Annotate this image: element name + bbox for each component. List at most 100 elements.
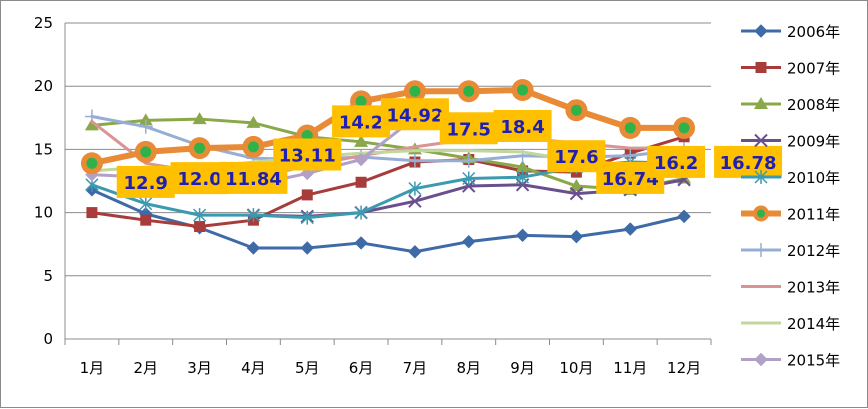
- data-point-star: [408, 181, 422, 196]
- data-label-text: 16.74: [602, 169, 659, 190]
- data-point-circle: [753, 205, 769, 222]
- data-label-text: 16.78: [720, 153, 777, 174]
- data-point-circle: [188, 137, 211, 160]
- y-tick-label: 0: [43, 330, 53, 348]
- legend-entry: 2007年: [741, 60, 840, 78]
- y-tick-label: 5: [43, 267, 53, 285]
- legend-label: 2014年: [787, 315, 840, 333]
- data-point-triangle: [754, 97, 768, 109]
- data-label-box: [170, 162, 229, 195]
- data-point-x-stroke: [569, 186, 584, 201]
- legend-entry: 2011年: [741, 205, 840, 224]
- data-label-box: [332, 105, 391, 138]
- data-point-circle-inner: [194, 142, 206, 154]
- data-point-square: [194, 221, 206, 233]
- data-point-circle-inner: [301, 129, 313, 141]
- data-point-circle-inner: [624, 122, 636, 134]
- y-tick-label: 15: [34, 140, 53, 158]
- data-point-x: [754, 133, 768, 148]
- x-tick-label: 1月: [80, 359, 105, 377]
- legend-label: 2011年: [787, 206, 840, 224]
- data-label-box: [547, 140, 606, 173]
- data-point-square: [86, 207, 98, 219]
- legend-label: 2007年: [787, 60, 840, 78]
- data-point-circle: [134, 140, 157, 163]
- data-point-star: [246, 208, 260, 223]
- data-point-circle: [619, 116, 642, 139]
- legend-entry: 2015年: [741, 352, 840, 370]
- legend-label: 2013年: [787, 279, 840, 297]
- x-tick-label: 2月: [133, 359, 158, 377]
- data-label: 18.4: [493, 109, 552, 142]
- data-point-circle: [565, 99, 588, 122]
- y-tick-label: 10: [34, 204, 53, 222]
- data-point-plus: [461, 153, 476, 168]
- data-label: 12.0: [170, 162, 229, 195]
- data-point-x: [408, 194, 422, 208]
- data-label-text: 18.4: [500, 117, 544, 138]
- data-label-box: [714, 145, 783, 178]
- x-tick-label: 7月: [403, 359, 428, 377]
- legend-entry: 2014年: [741, 315, 840, 333]
- data-label-text: 17.6: [554, 147, 598, 168]
- x-tick-label: 6月: [349, 359, 374, 377]
- x-tick-label: 4月: [241, 359, 266, 377]
- data-point-circle-inner: [86, 157, 98, 169]
- data-point-circle-inner: [678, 122, 690, 134]
- data-point-triangle: [138, 113, 153, 126]
- data-point-square: [755, 62, 767, 73]
- data-point-x-stroke: [754, 133, 768, 148]
- data-point-x-stroke: [408, 194, 422, 208]
- data-point-square: [140, 214, 152, 226]
- data-point-circle: [457, 80, 480, 103]
- data-label-text: 12.9: [124, 173, 168, 194]
- data-point-star: [193, 208, 207, 223]
- axes: 0 5 10 15 20 25 1月 2月 3月 4月 5月 6月 7月 8月 9月 10月 11月 12月: [34, 14, 712, 377]
- data-label-text: 11.84: [225, 169, 282, 190]
- data-point-circle-inner: [409, 85, 421, 97]
- data-point-star: [354, 205, 368, 220]
- data-point-diamond: [462, 234, 476, 249]
- legend-entry: 2012年: [741, 242, 840, 260]
- data-label: 17.6: [547, 140, 606, 173]
- x-tick-label: 5月: [295, 359, 320, 377]
- data-label-text: 14.92: [386, 105, 443, 126]
- data-point-diamond: [300, 241, 314, 255]
- data-label: 14.2: [332, 105, 391, 138]
- data-point-circle-inner: [757, 209, 765, 218]
- data-point-triangle: [354, 134, 369, 147]
- data-label-text: 13.11: [279, 145, 336, 166]
- data-point-diamond: [754, 352, 768, 367]
- x-tick-label: 8月: [456, 359, 481, 377]
- series-line: [90, 117, 686, 192]
- data-point-x: [569, 186, 584, 201]
- y-tick-label: 25: [34, 14, 53, 32]
- y-tick-label: 20: [34, 77, 53, 95]
- data-point-circle-inner: [570, 104, 582, 116]
- data-point-diamond: [569, 229, 584, 244]
- data-point-diamond: [408, 245, 422, 259]
- data-point-square: [355, 176, 367, 188]
- data-point-circle: [242, 135, 265, 158]
- data-point-circle: [403, 80, 426, 103]
- data-label: 13.11: [273, 138, 342, 171]
- series-2006年: [85, 183, 691, 259]
- legend-entry: 2006年: [741, 23, 840, 41]
- data-point-star: [516, 170, 530, 185]
- data-point-circle: [511, 78, 534, 101]
- data-label-text: 12.0: [177, 169, 221, 190]
- data-point-star: [139, 196, 153, 211]
- data-point-star: [300, 210, 314, 225]
- data-label-box: [116, 165, 175, 198]
- data-label-box: [647, 145, 706, 178]
- legend-label: 2012年: [787, 242, 840, 260]
- x-tick-label: 12月: [667, 359, 701, 377]
- data-point-diamond: [623, 222, 637, 236]
- data-point-plus: [138, 119, 153, 134]
- data-point-circle: [80, 152, 103, 175]
- data-point-circle-inner: [517, 84, 529, 96]
- x-tick-label: 10月: [559, 359, 593, 377]
- data-point-star: [462, 171, 476, 186]
- data-point-diamond: [354, 152, 368, 167]
